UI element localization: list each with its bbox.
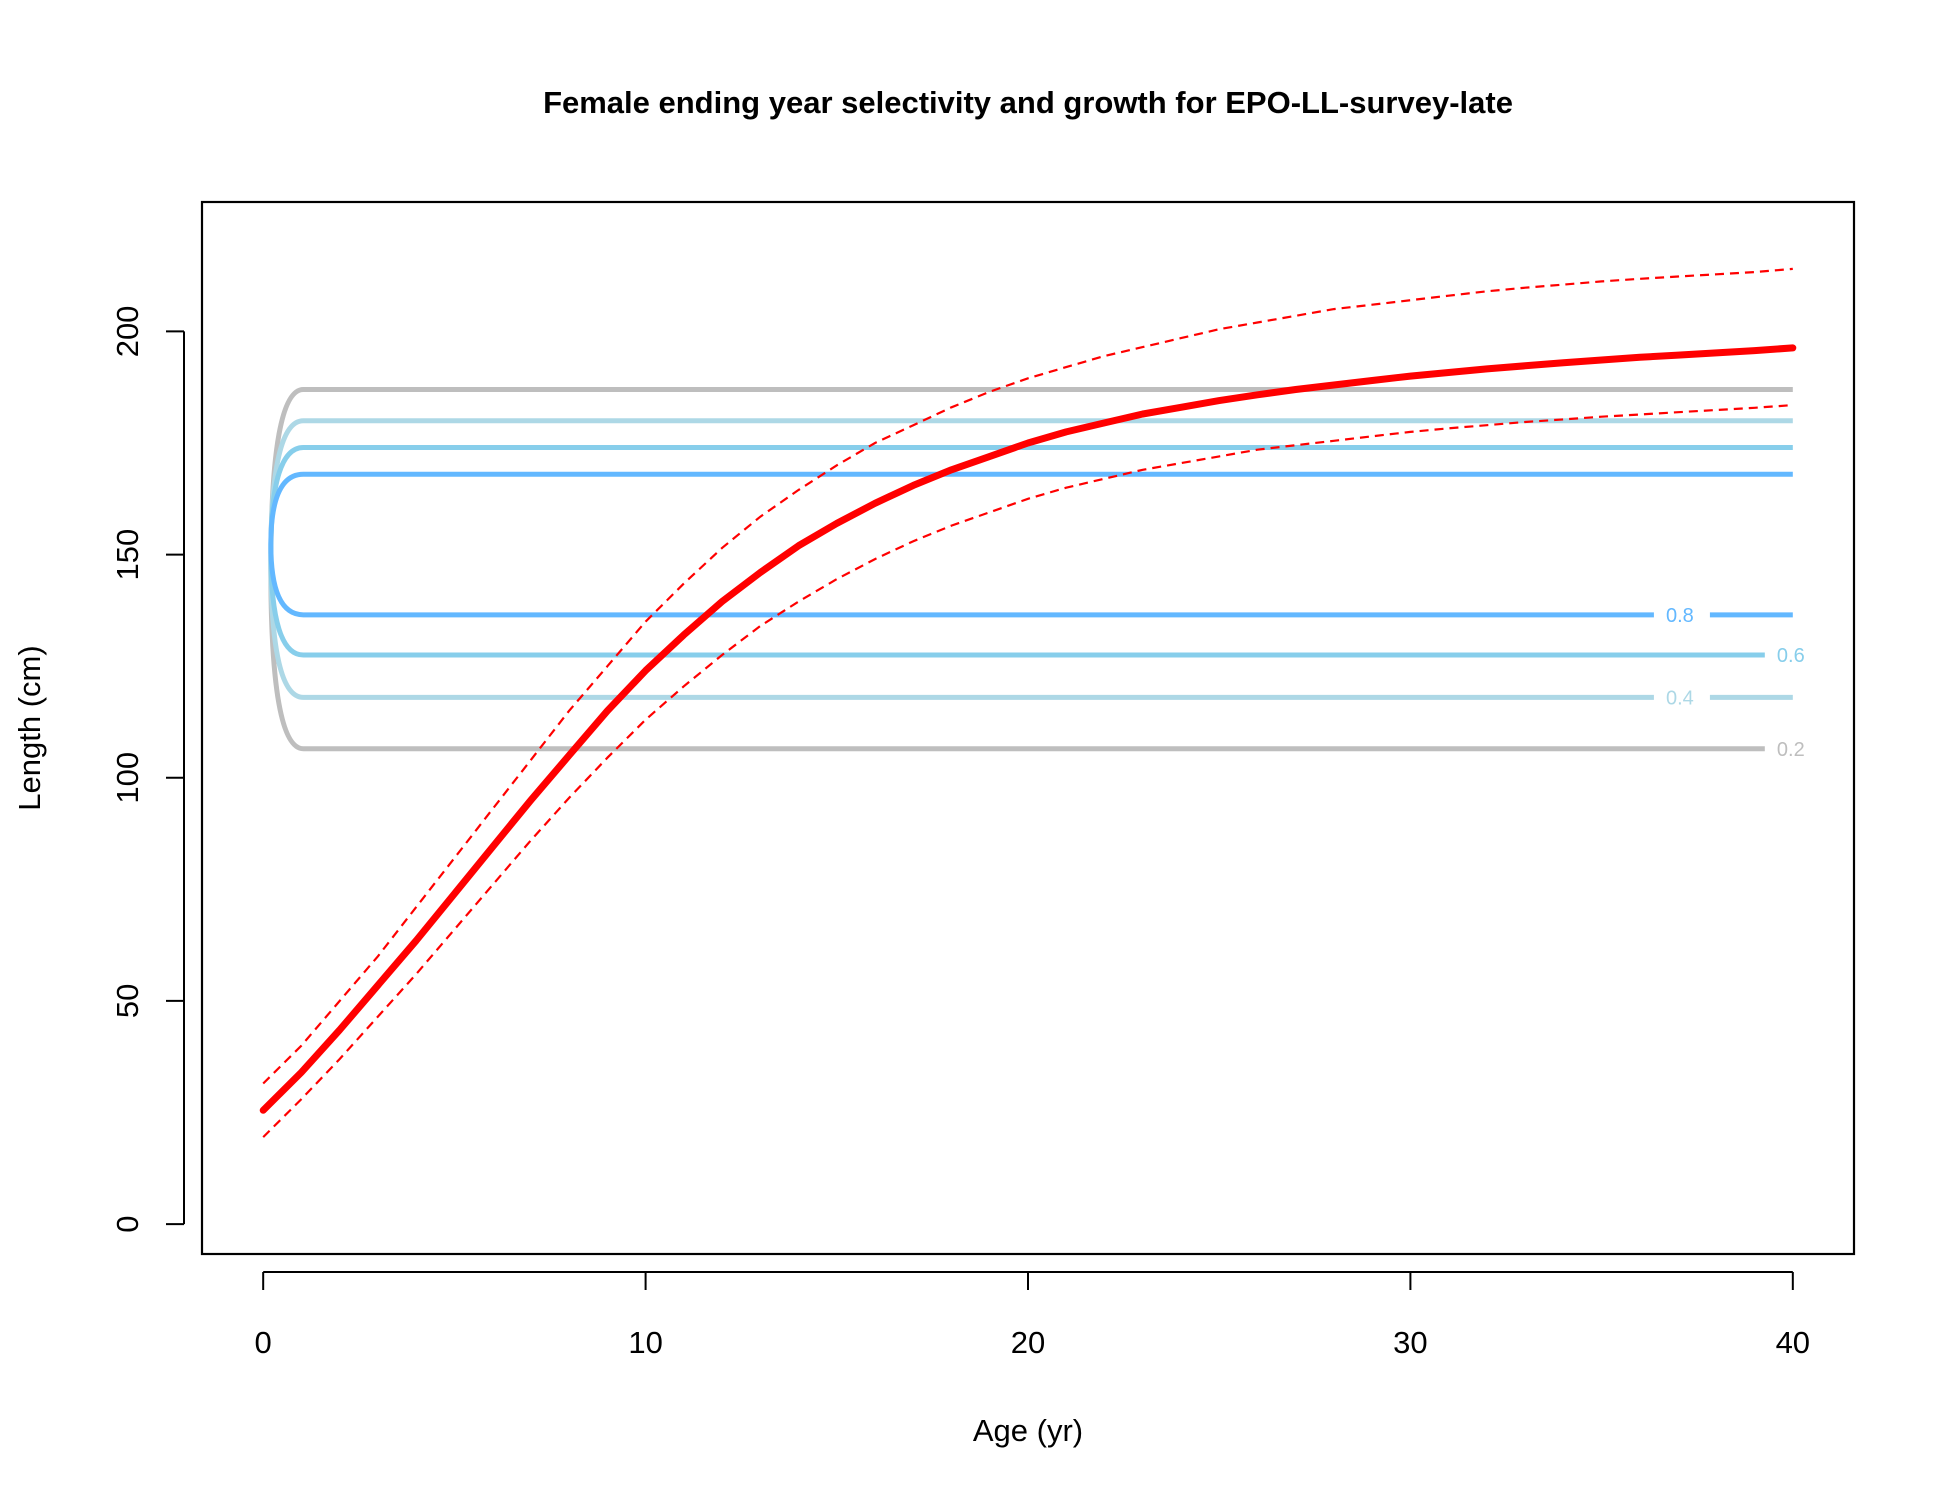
y-tick-label: 50 [110, 984, 145, 1018]
contour-label-gap [1653, 602, 1710, 627]
y-axis-label: Length (cm) [12, 645, 47, 810]
y-tick-label: 200 [110, 306, 145, 358]
x-axis: 0 10 20 30 40 [255, 1271, 1810, 1360]
growth-lower-bound [262, 404, 1793, 1138]
contour-label-0.2: 0.2 [1777, 739, 1805, 761]
x-tick-label: 0 [255, 1325, 272, 1360]
y-axis: 0 50 100 150 200 [110, 306, 185, 1233]
y-tick-label: 150 [110, 529, 145, 581]
chart-title: Female ending year selectivity and growt… [543, 85, 1513, 120]
x-tick-label: 10 [628, 1325, 662, 1360]
selectivity-contour-0.6 [268, 444, 1793, 658]
x-tick-label: 30 [1393, 1325, 1427, 1360]
contour-label-gap [1764, 736, 1821, 761]
plot-frame [200, 200, 1856, 1256]
x-tick-label: 40 [1776, 1325, 1810, 1360]
x-tick-label: 20 [1011, 1325, 1045, 1360]
plot-area: 0.2 0.4 0.6 0.8 [259, 267, 1821, 1138]
y-tick-label: 100 [110, 752, 145, 804]
growth-upper-bound [262, 267, 1793, 1085]
x-axis-label: Age (yr) [973, 1413, 1083, 1448]
contour-label-gap [1653, 685, 1710, 710]
selectivity-contour-0.8 [268, 471, 1793, 618]
y-tick-label: 0 [110, 1215, 145, 1232]
contour-label-0.6: 0.6 [1777, 645, 1805, 667]
contour-label-0.8: 0.8 [1666, 605, 1694, 627]
contour-label-0.4: 0.4 [1666, 687, 1694, 709]
contour-label-gap [1764, 643, 1821, 668]
growth-mean-curve [259, 344, 1797, 1114]
